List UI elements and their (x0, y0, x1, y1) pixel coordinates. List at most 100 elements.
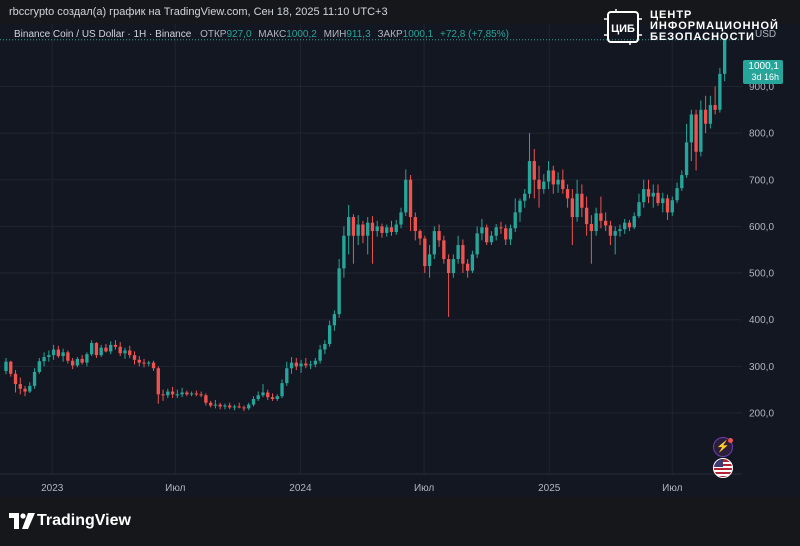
bar-countdown: 3d 16h (751, 72, 779, 82)
high-value: 1000,2 (286, 29, 317, 40)
candle-body (89, 343, 94, 355)
candle-body (532, 161, 536, 180)
wordmark-line-1: ЦЕНТР (650, 9, 693, 21)
candle-body (37, 361, 41, 372)
candle-body (413, 217, 417, 232)
us-flag-icon[interactable] (713, 458, 733, 478)
candle-body (299, 363, 303, 367)
candle-body (389, 227, 394, 232)
candle-body (147, 362, 151, 364)
candle-body (308, 364, 313, 366)
candle-body (542, 181, 546, 190)
candle-body (475, 233, 479, 255)
last-price-value: 1000,1 (748, 61, 779, 72)
candle-body (551, 170, 555, 185)
candle-body (142, 362, 146, 364)
candle-body (661, 198, 665, 204)
candle-body (128, 350, 132, 356)
candle-body (594, 213, 598, 232)
candle-body (418, 231, 422, 239)
candle-body (118, 346, 122, 354)
candle-body (189, 393, 194, 395)
candle-body (161, 394, 165, 396)
candle-body (266, 392, 270, 398)
change-value: +72,8 (+7,85%) (440, 29, 509, 40)
y-tick-label: 400,0 (749, 315, 774, 326)
candle-body (23, 388, 27, 392)
candle-body (4, 361, 8, 372)
candle-body (223, 405, 227, 407)
candle-body (565, 189, 570, 199)
candle-body (28, 385, 32, 392)
candle-body (237, 406, 241, 408)
close-value: 1000,1 (402, 29, 434, 40)
candle-body (375, 226, 379, 232)
last-price-tag: 1000,1 3d 16h (743, 60, 783, 84)
candle-body (323, 343, 327, 350)
candle-body (718, 73, 722, 110)
candle-body (427, 254, 432, 267)
y-tick-label: 700,0 (749, 175, 774, 186)
candle-body (465, 263, 470, 271)
currency-label[interactable]: USD (755, 29, 777, 40)
candle-body (170, 391, 175, 395)
y-tick-label: 300,0 (749, 362, 774, 373)
cib-logo: ЦИБ (604, 9, 642, 45)
candle-body (47, 355, 51, 358)
candle-body (684, 142, 689, 176)
candle-body (104, 347, 108, 352)
candle-body (218, 404, 222, 407)
candle-body (261, 392, 265, 396)
y-tick-label: 600,0 (749, 222, 774, 233)
candle-body (332, 314, 337, 326)
y-tick-label: 200,0 (749, 409, 774, 420)
candle-body (584, 207, 589, 225)
bolt-icon[interactable]: ⚡ (713, 437, 733, 457)
candle-body (213, 404, 218, 406)
candle-body (94, 343, 99, 356)
candle-body (599, 213, 603, 221)
candle-body (385, 227, 389, 233)
candle-body (537, 179, 541, 190)
candle-body (651, 192, 655, 197)
candle-body (175, 394, 180, 396)
candle-body (722, 39, 727, 74)
candle-body (70, 360, 75, 366)
candle-body (51, 349, 56, 356)
candle-body (166, 391, 170, 396)
candle-body (285, 368, 289, 384)
logo-letters: ЦИБ (611, 23, 635, 35)
candle-body (618, 229, 622, 232)
chart-panel[interactable] (0, 24, 800, 497)
notification-dot (728, 438, 733, 443)
candle-body (561, 179, 565, 190)
candle-body (228, 405, 232, 408)
candle-body (523, 193, 527, 201)
candle-body (508, 228, 513, 240)
candle-body (256, 395, 260, 400)
candle-body (99, 347, 103, 356)
candle-body (623, 222, 627, 230)
candle-body (399, 212, 403, 225)
wordmark-line-2: ИНФОРМАЦИОННОЙ (650, 20, 779, 32)
price-chart[interactable]: 200,0 300,0 400,0 500,0 600,0 700,0 800,0 900,0… (0, 24, 800, 497)
candle-body (346, 217, 351, 236)
candle-body (670, 200, 674, 213)
candle-body (132, 355, 137, 360)
candle-body (208, 402, 213, 406)
candle-body (318, 349, 322, 361)
candle-body (665, 198, 670, 213)
ohlc-legend: Binance Coin / US Dollar · 1H · Binance … (14, 29, 513, 40)
candle-body (123, 350, 127, 354)
candle-body (613, 231, 617, 236)
tradingview-mark-icon (9, 513, 35, 529)
candle-body (637, 202, 641, 217)
candle-body (251, 399, 256, 405)
candle-body (694, 114, 698, 152)
candle-body (713, 105, 717, 110)
candle-body (699, 109, 703, 152)
candle-body (342, 235, 346, 269)
candle-body (380, 226, 384, 233)
symbol-title[interactable]: Binance Coin / US Dollar · 1H · Binance (14, 29, 192, 40)
candle-body (75, 358, 80, 366)
